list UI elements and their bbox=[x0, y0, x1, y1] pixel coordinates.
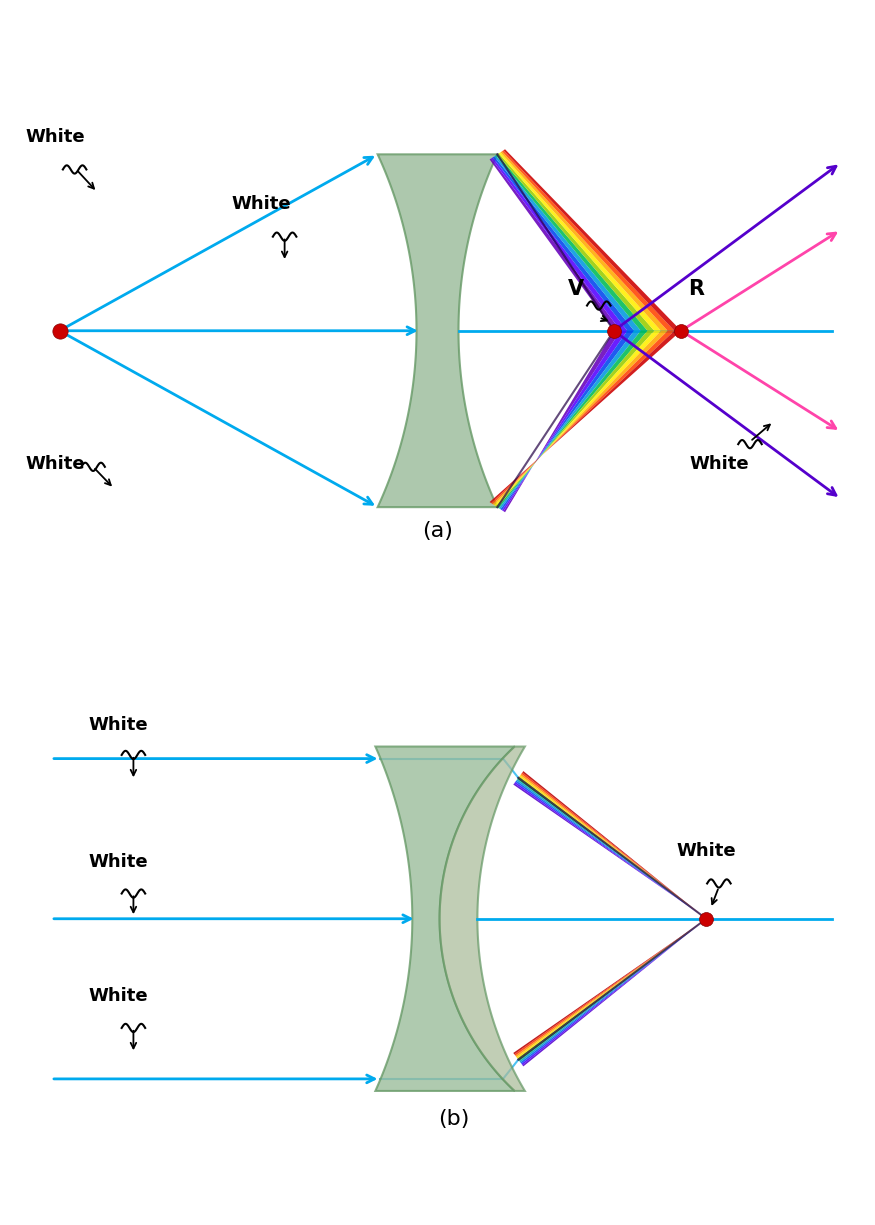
Polygon shape bbox=[517, 778, 706, 919]
Polygon shape bbox=[522, 919, 706, 1065]
Text: (a): (a) bbox=[422, 521, 453, 540]
Text: R: R bbox=[688, 279, 704, 299]
Polygon shape bbox=[520, 919, 706, 1062]
Polygon shape bbox=[499, 331, 640, 510]
Polygon shape bbox=[490, 158, 620, 331]
Polygon shape bbox=[496, 331, 654, 507]
Polygon shape bbox=[378, 154, 497, 507]
Polygon shape bbox=[514, 782, 706, 919]
Text: White: White bbox=[26, 127, 86, 146]
Polygon shape bbox=[502, 331, 627, 511]
Polygon shape bbox=[494, 331, 661, 506]
Polygon shape bbox=[514, 919, 706, 1055]
Polygon shape bbox=[515, 919, 706, 1057]
Polygon shape bbox=[493, 157, 634, 331]
Polygon shape bbox=[522, 773, 706, 919]
Text: White: White bbox=[677, 842, 737, 860]
Polygon shape bbox=[500, 152, 668, 331]
Text: (b): (b) bbox=[438, 1109, 470, 1128]
Text: V: V bbox=[568, 279, 584, 299]
Polygon shape bbox=[496, 154, 648, 331]
Polygon shape bbox=[521, 774, 706, 919]
Text: White: White bbox=[232, 195, 291, 213]
Polygon shape bbox=[494, 156, 640, 331]
Polygon shape bbox=[518, 919, 706, 1061]
Text: White: White bbox=[26, 456, 86, 473]
Polygon shape bbox=[514, 919, 706, 1056]
Polygon shape bbox=[514, 783, 706, 919]
Polygon shape bbox=[516, 919, 706, 1058]
Polygon shape bbox=[491, 331, 675, 505]
Text: White: White bbox=[89, 853, 149, 871]
Text: White: White bbox=[89, 987, 149, 1004]
Polygon shape bbox=[503, 149, 681, 331]
Polygon shape bbox=[375, 746, 514, 1091]
Polygon shape bbox=[503, 331, 620, 512]
Polygon shape bbox=[500, 331, 634, 510]
Text: White: White bbox=[690, 456, 749, 473]
Polygon shape bbox=[490, 331, 681, 503]
Polygon shape bbox=[497, 331, 648, 508]
Polygon shape bbox=[515, 780, 706, 919]
Polygon shape bbox=[497, 153, 654, 331]
Text: White: White bbox=[89, 715, 149, 734]
Polygon shape bbox=[516, 779, 706, 919]
Polygon shape bbox=[522, 919, 706, 1067]
Polygon shape bbox=[439, 746, 525, 1091]
Polygon shape bbox=[521, 919, 706, 1063]
Polygon shape bbox=[522, 771, 706, 919]
Polygon shape bbox=[499, 152, 661, 331]
Polygon shape bbox=[518, 777, 706, 919]
Polygon shape bbox=[517, 919, 706, 1060]
Polygon shape bbox=[520, 775, 706, 919]
Polygon shape bbox=[502, 151, 675, 331]
Polygon shape bbox=[491, 157, 627, 331]
Polygon shape bbox=[493, 331, 668, 505]
